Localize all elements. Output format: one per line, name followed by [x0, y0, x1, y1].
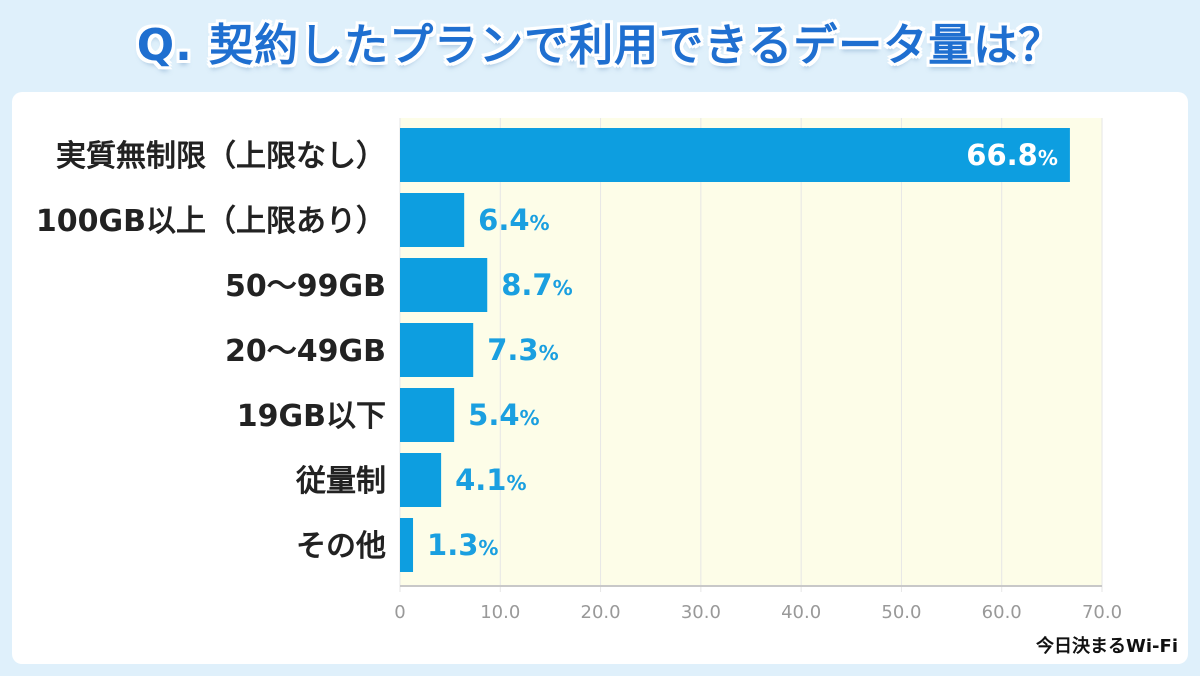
category-label: 従量制 — [295, 464, 386, 499]
chart-title: Q. 契約したプランで利用できるデータ量は？ — [136, 20, 1064, 71]
bar — [400, 388, 455, 442]
x-tick-label: 70.0 — [1082, 602, 1122, 623]
category-label: 20〜49GB — [225, 334, 386, 369]
x-tick-label: 30.0 — [681, 602, 721, 623]
x-tick-label: 50.0 — [881, 602, 921, 623]
value-label: 66.8% — [966, 138, 1058, 172]
category-label: 100GB以上（上限あり） — [36, 204, 386, 239]
bar-chart: 0 10.0 20.0 30.0 40.0 50.0 60.0 70.0 実質無制限（上限なし）… — [36, 118, 1122, 623]
plot-area — [400, 118, 1102, 586]
bar — [400, 258, 488, 312]
chart-card: 0 10.0 20.0 30.0 40.0 50.0 60.0 70.0 実質無制限（上限なし）… — [12, 92, 1188, 664]
x-tick-label: 20.0 — [581, 602, 621, 623]
percent-sign: % — [478, 536, 498, 560]
percent-sign: % — [1038, 146, 1058, 170]
x-tick-label: 0 — [394, 602, 405, 623]
bar — [400, 323, 474, 377]
percent-sign: % — [506, 471, 526, 495]
x-tick-label: 60.0 — [982, 602, 1022, 623]
bar — [400, 193, 465, 247]
percent-sign: % — [553, 276, 573, 300]
bar — [400, 453, 442, 507]
percent-sign: % — [520, 406, 540, 430]
category-label: 50〜99GB — [225, 269, 386, 304]
percent-sign: % — [539, 341, 559, 365]
x-tick-label: 40.0 — [781, 602, 821, 623]
value-label: 4.1% — [455, 463, 526, 497]
bar — [400, 128, 1070, 182]
category-label: 19GB以下 — [237, 399, 386, 434]
bar — [400, 518, 414, 572]
category-label: 実質無制限（上限なし） — [56, 139, 386, 174]
source-credit: 今日決まるWi-Fi — [1036, 636, 1178, 657]
x-tick-label: 10.0 — [480, 602, 520, 623]
percent-sign: % — [530, 211, 550, 235]
category-label: その他 — [296, 529, 386, 564]
